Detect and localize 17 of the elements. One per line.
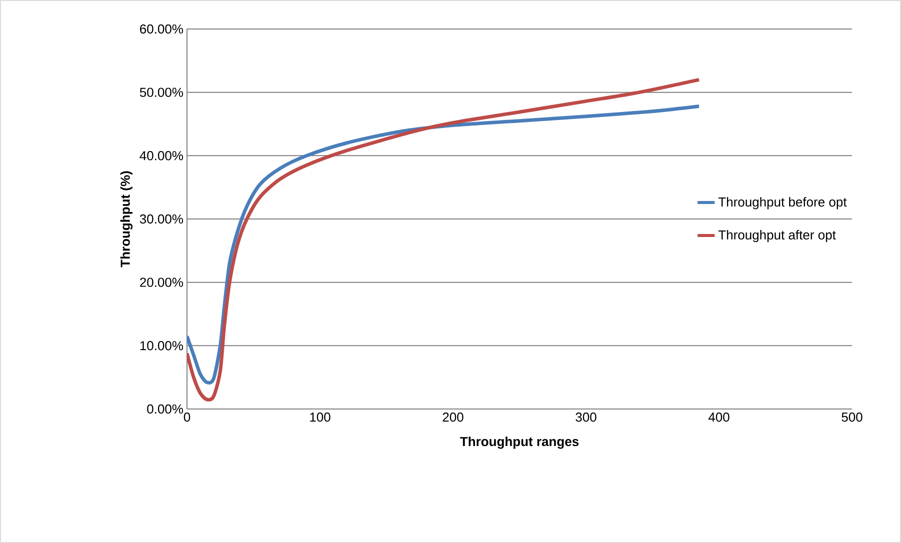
y-axis-title: Throughput (%) (120, 171, 133, 268)
x-tick-label: 100 (310, 412, 330, 422)
x-tick-label: 200 (442, 412, 464, 422)
x-tick-label: 400 (708, 412, 730, 422)
x-tick-label: 0 (184, 412, 190, 422)
legend-label: Throughput after opt (718, 230, 836, 242)
y-tick-label: 60.00% (140, 24, 184, 34)
x-tick-label: 500 (842, 412, 862, 422)
y-tick-label: 50.00% (140, 88, 184, 97)
x-axis-title: Throughput ranges (460, 436, 579, 449)
x-tick-label: 300 (576, 412, 596, 422)
y-tick-label: 40.00% (140, 151, 184, 160)
legend-label: Throughput before opt (718, 197, 847, 210)
y-tick-label: 20.00% (140, 278, 184, 287)
y-tick-label: 0.00% (147, 404, 184, 414)
y-tick-label: 30.00% (140, 214, 184, 224)
y-tick-label: 10.00% (140, 341, 184, 350)
